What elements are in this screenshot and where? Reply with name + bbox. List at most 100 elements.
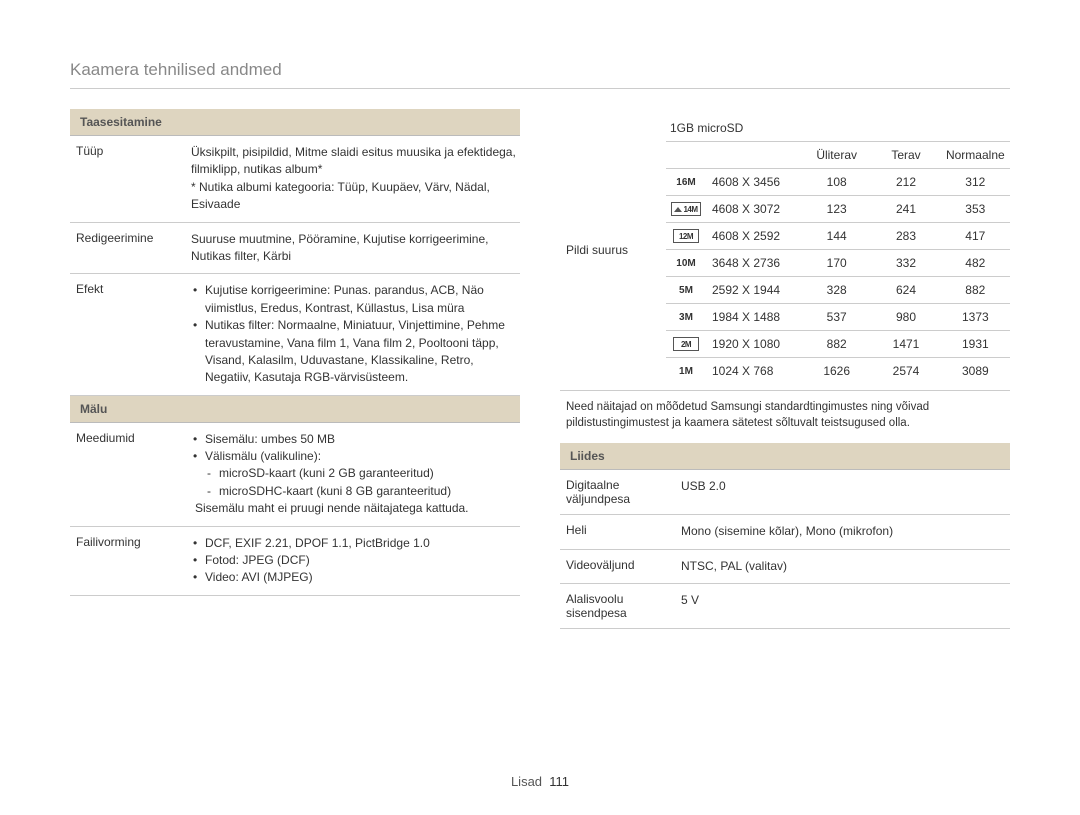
- size-icon: 1M: [666, 358, 706, 384]
- spec-value: 5 V: [681, 592, 1010, 620]
- value-cell: 144: [802, 223, 871, 249]
- spec-row-media: Meediumid Sisemälu: umbes 50 MB Välismäl…: [70, 423, 520, 527]
- value-cell: 882: [941, 277, 1010, 303]
- value-cell: 212: [871, 169, 940, 195]
- spec-row-digital: Digitaalne väljundpesa USB 2.0: [560, 470, 1010, 515]
- footer-section-label: Lisad: [511, 774, 542, 789]
- resolution-cell: 4608 X 2592: [706, 223, 802, 249]
- value-cell: 2574: [871, 358, 940, 384]
- image-size-table: 1GB microSD Üliterav Terav Normaalne 16M…: [666, 115, 1010, 384]
- value-cell: 312: [941, 169, 1010, 195]
- spec-row-edit: Redigeerimine Suuruse muutmine, Pööramin…: [70, 223, 520, 275]
- bullet-item: Kujutise korrigeerimine: Punas. parandus…: [191, 282, 520, 317]
- size-icon: 2M: [666, 331, 706, 357]
- value-cell: 1373: [941, 304, 1010, 330]
- table-header-row: Üliterav Terav Normaalne: [666, 142, 1010, 169]
- section-header-memory: Mälu: [70, 396, 520, 423]
- spec-label: Redigeerimine: [76, 231, 191, 266]
- table-row: 3M1984 X 14885379801373: [666, 304, 1010, 331]
- value-cell: 482: [941, 250, 1010, 276]
- value-cell: 170: [802, 250, 871, 276]
- resolution-cell: 3648 X 2736: [706, 250, 802, 276]
- spec-label: Tüüp: [76, 144, 191, 214]
- value-cell: 980: [871, 304, 940, 330]
- spec-value: Mono (sisemine kõlar), Mono (mikrofon): [681, 523, 1010, 540]
- table-header-cell: Normaalne: [941, 142, 1010, 168]
- table-row: 10M3648 X 2736170332482: [666, 250, 1010, 277]
- spec-row-effect: Efekt Kujutise korrigeerimine: Punas. pa…: [70, 274, 520, 395]
- bullet-item: Nutikas filter: Normaalne, Miniatuur, Vi…: [191, 317, 520, 387]
- measurement-note: Need näitajad on mõõdetud Samsungi stand…: [560, 391, 1010, 443]
- spec-row-type: Tüüp Üksikpilt, pisipildid, Mitme slaidi…: [70, 136, 520, 223]
- spec-row-format: Failivorming DCF, EXIF 2.21, DPOF 1.1, P…: [70, 527, 520, 596]
- spec-label: Meediumid: [76, 431, 191, 518]
- spec-label: Videoväljund: [566, 558, 681, 575]
- value-cell: 537: [802, 304, 871, 330]
- value-cell: 241: [871, 196, 940, 222]
- spec-value: NTSC, PAL (valitav): [681, 558, 1010, 575]
- size-icon: 16M: [666, 169, 706, 195]
- spec-row-dc: Alalisvoolu sisendpesa 5 V: [560, 584, 1010, 629]
- size-icon: 3M: [666, 304, 706, 330]
- resolution-cell: 1920 X 1080: [706, 331, 802, 357]
- spec-label: Failivorming: [76, 535, 191, 587]
- spec-row-imagesize: Pildi suurus 1GB microSD Üliterav Terav …: [560, 109, 1010, 391]
- page-title: Kaamera tehnilised andmed: [70, 60, 1010, 89]
- size-icon: 12M: [666, 223, 706, 249]
- sub-item: microSDHC-kaart (kuni 8 GB garanteeritud…: [191, 483, 520, 500]
- bullet-item: Video: AVI (MJPEG): [191, 569, 520, 586]
- spec-label: Pildi suurus: [566, 115, 666, 384]
- value-cell: 353: [941, 196, 1010, 222]
- spec-value: Suuruse muutmine, Pööramine, Kujutise ko…: [191, 231, 520, 266]
- value-cell: 624: [871, 277, 940, 303]
- size-icon: 5M: [666, 277, 706, 303]
- sub-item: microSD-kaart (kuni 2 GB garanteeritud): [191, 465, 520, 482]
- value-cell: 123: [802, 196, 871, 222]
- table-row: 12M4608 X 2592144283417: [666, 223, 1010, 250]
- footer-page-number: 111: [549, 774, 569, 789]
- content-columns: Taasesitamine Tüüp Üksikpilt, pisipildid…: [70, 109, 1010, 629]
- resolution-cell: 1024 X 768: [706, 358, 802, 384]
- spec-row-audio: Heli Mono (sisemine kõlar), Mono (mikrof…: [560, 515, 1010, 549]
- spec-row-video: Videoväljund NTSC, PAL (valitav): [560, 550, 1010, 584]
- value-cell: 1931: [941, 331, 1010, 357]
- bullet-item: Välismälu (valikuline):: [191, 448, 520, 465]
- bullet-item: Fotod: JPEG (DCF): [191, 552, 520, 569]
- value-cell: 332: [871, 250, 940, 276]
- right-column: Pildi suurus 1GB microSD Üliterav Terav …: [560, 109, 1010, 629]
- spec-label: Digitaalne väljundpesa: [566, 478, 681, 506]
- value-cell: 328: [802, 277, 871, 303]
- table-header-cell: [666, 142, 706, 168]
- resolution-cell: 1984 X 1488: [706, 304, 802, 330]
- value-cell: 417: [941, 223, 1010, 249]
- value-cell: 882: [802, 331, 871, 357]
- bullet-item: DCF, EXIF 2.21, DPOF 1.1, PictBridge 1.0: [191, 535, 520, 552]
- spec-label: Efekt: [76, 282, 191, 386]
- spec-label: Heli: [566, 523, 681, 540]
- section-header-playback: Taasesitamine: [70, 109, 520, 136]
- table-row: 14M4608 X 3072123241353: [666, 196, 1010, 223]
- spec-value: DCF, EXIF 2.21, DPOF 1.1, PictBridge 1.0…: [191, 535, 520, 587]
- table-header-cell: Terav: [871, 142, 940, 168]
- size-icon: 14M: [666, 196, 706, 222]
- resolution-cell: 2592 X 1944: [706, 277, 802, 303]
- section-header-interface: Liides: [560, 443, 1010, 470]
- resolution-cell: 4608 X 3072: [706, 196, 802, 222]
- table-caption: 1GB microSD: [666, 115, 1010, 142]
- spec-value: USB 2.0: [681, 478, 1010, 506]
- spec-label: Alalisvoolu sisendpesa: [566, 592, 681, 620]
- resolution-cell: 4608 X 3456: [706, 169, 802, 195]
- page-footer: Lisad 111: [0, 774, 1080, 789]
- table-row: 2M1920 X 108088214711931: [666, 331, 1010, 358]
- spec-value: Sisemälu: umbes 50 MB Välismälu (valikul…: [191, 431, 520, 518]
- value-cell: 1626: [802, 358, 871, 384]
- table-row: 16M4608 X 3456108212312: [666, 169, 1010, 196]
- table-row: 1M1024 X 768162625743089: [666, 358, 1010, 384]
- table-row: 5M2592 X 1944328624882: [666, 277, 1010, 304]
- spec-value: Kujutise korrigeerimine: Punas. parandus…: [191, 282, 520, 386]
- left-column: Taasesitamine Tüüp Üksikpilt, pisipildid…: [70, 109, 520, 629]
- table-header-cell: Üliterav: [802, 142, 871, 168]
- value-cell: 283: [871, 223, 940, 249]
- note-line: Sisemälu maht ei pruugi nende näitajateg…: [191, 500, 520, 517]
- spec-value: Üksikpilt, pisipildid, Mitme slaidi esit…: [191, 144, 520, 214]
